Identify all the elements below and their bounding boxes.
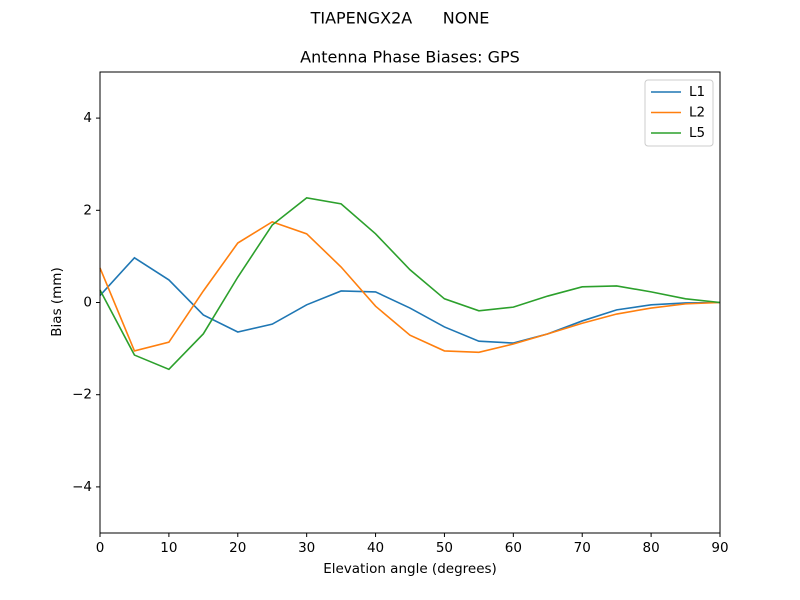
x-tick-label: 50 <box>436 540 453 556</box>
x-axis-label: Elevation angle (degrees) <box>323 561 497 577</box>
legend-label: L2 <box>689 105 705 121</box>
y-tick-label: −2 <box>72 387 92 403</box>
x-tick-label: 80 <box>643 540 660 556</box>
x-tick-label: 0 <box>96 540 105 556</box>
x-tick-label: 40 <box>367 540 384 556</box>
legend-label: L1 <box>689 84 705 100</box>
x-tick-label: 70 <box>574 540 591 556</box>
line-series <box>99 220 721 354</box>
y-tick-label: 2 <box>83 202 92 218</box>
x-tick-label: 10 <box>160 540 177 556</box>
y-axis-label: Bias (mm) <box>49 267 65 336</box>
x-tick-label: 20 <box>229 540 246 556</box>
y-tick-label: −4 <box>72 479 92 495</box>
y-tick-label: 0 <box>83 295 92 311</box>
chart-title: Antenna Phase Biases: GPS <box>300 48 520 67</box>
y-tick-label: 4 <box>83 110 92 126</box>
legend-label: L5 <box>689 125 705 141</box>
plot-frame <box>99 71 721 534</box>
x-tick-label: 30 <box>298 540 315 556</box>
suptitle: TIAPENGX2A NONE <box>310 9 490 28</box>
x-tick-label: 90 <box>711 540 728 556</box>
line-series <box>99 256 721 344</box>
line-series <box>99 197 721 371</box>
x-tick-label: 60 <box>505 540 522 556</box>
